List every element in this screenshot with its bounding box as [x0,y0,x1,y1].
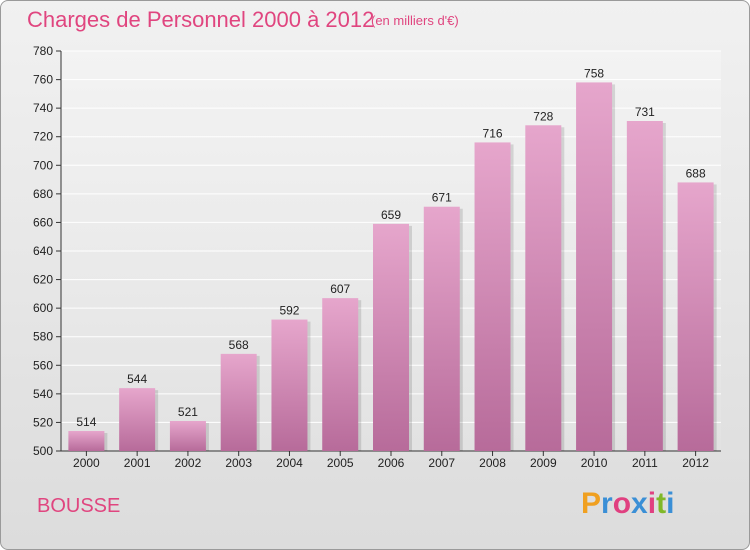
y-tick-label: 620 [33,273,53,287]
bar [220,353,257,451]
data-label: 514 [76,415,96,429]
data-label: 544 [127,372,147,386]
data-label: 568 [229,338,249,352]
y-tick-label: 680 [33,187,53,201]
x-tick-label: 2011 [632,456,658,470]
bar [423,206,460,451]
x-tick-label: 2004 [276,456,303,470]
y-tick-label: 760 [33,73,53,87]
bar [68,431,105,451]
x-tick-label: 2007 [428,456,455,470]
logo-letter: i [647,487,657,520]
y-tick-label: 560 [33,358,53,372]
logo-letter: x [631,487,648,520]
logo-letter: P [581,487,602,520]
data-label: 728 [533,109,553,123]
logo-letter: i [666,487,675,520]
bar [677,182,714,451]
bar [373,223,409,451]
data-label: 731 [635,105,655,119]
y-tick-label: 580 [33,330,53,344]
x-tick-label: 2005 [327,456,354,470]
data-label: 659 [381,208,401,222]
data-label: 607 [330,282,350,296]
x-tick-label: 2003 [225,456,252,470]
data-label: 592 [279,304,299,318]
y-tick-label: 640 [33,244,53,258]
x-tick-label: 2009 [530,456,557,470]
data-label: 758 [584,66,604,80]
bar [626,121,663,451]
y-tick-label: 720 [33,130,53,144]
y-tick-label: 700 [33,158,53,172]
x-tick-label: 2000 [73,456,100,470]
bar [525,125,562,452]
y-tick-label: 520 [33,415,53,429]
bar [271,319,308,451]
x-tick-label: 2002 [175,456,202,470]
x-tick-label: 2006 [378,456,405,470]
bar [576,82,613,451]
y-tick-label: 780 [33,44,53,58]
bar [474,142,511,451]
x-tick-label: 2010 [581,456,608,470]
bar [169,421,206,451]
logo-letter: r [601,487,613,520]
y-tick-label: 660 [33,215,53,229]
data-label: 671 [432,191,452,205]
x-tick-label: 2012 [682,456,709,470]
x-tick-label: 2008 [479,456,506,470]
logo-letter: o [612,487,632,520]
chart-title: Charges de Personnel 2000 à 2012 [27,7,375,32]
data-label: 521 [178,405,198,419]
y-tick-label: 500 [33,444,53,458]
data-label: 688 [686,166,706,180]
chart-subtitle: (en milliers d'€) [371,13,459,28]
y-tick-label: 740 [33,101,53,115]
x-tick-label: 2001 [124,456,151,470]
proxiti-logo[interactable]: Proxiti [581,487,674,521]
commune-name: BOUSSE [37,495,121,517]
bar [119,388,156,451]
data-label: 716 [483,126,503,140]
y-tick-label: 540 [33,387,53,401]
y-tick-label: 600 [33,301,53,315]
bar [322,298,359,451]
logo-letter: t [656,487,667,520]
